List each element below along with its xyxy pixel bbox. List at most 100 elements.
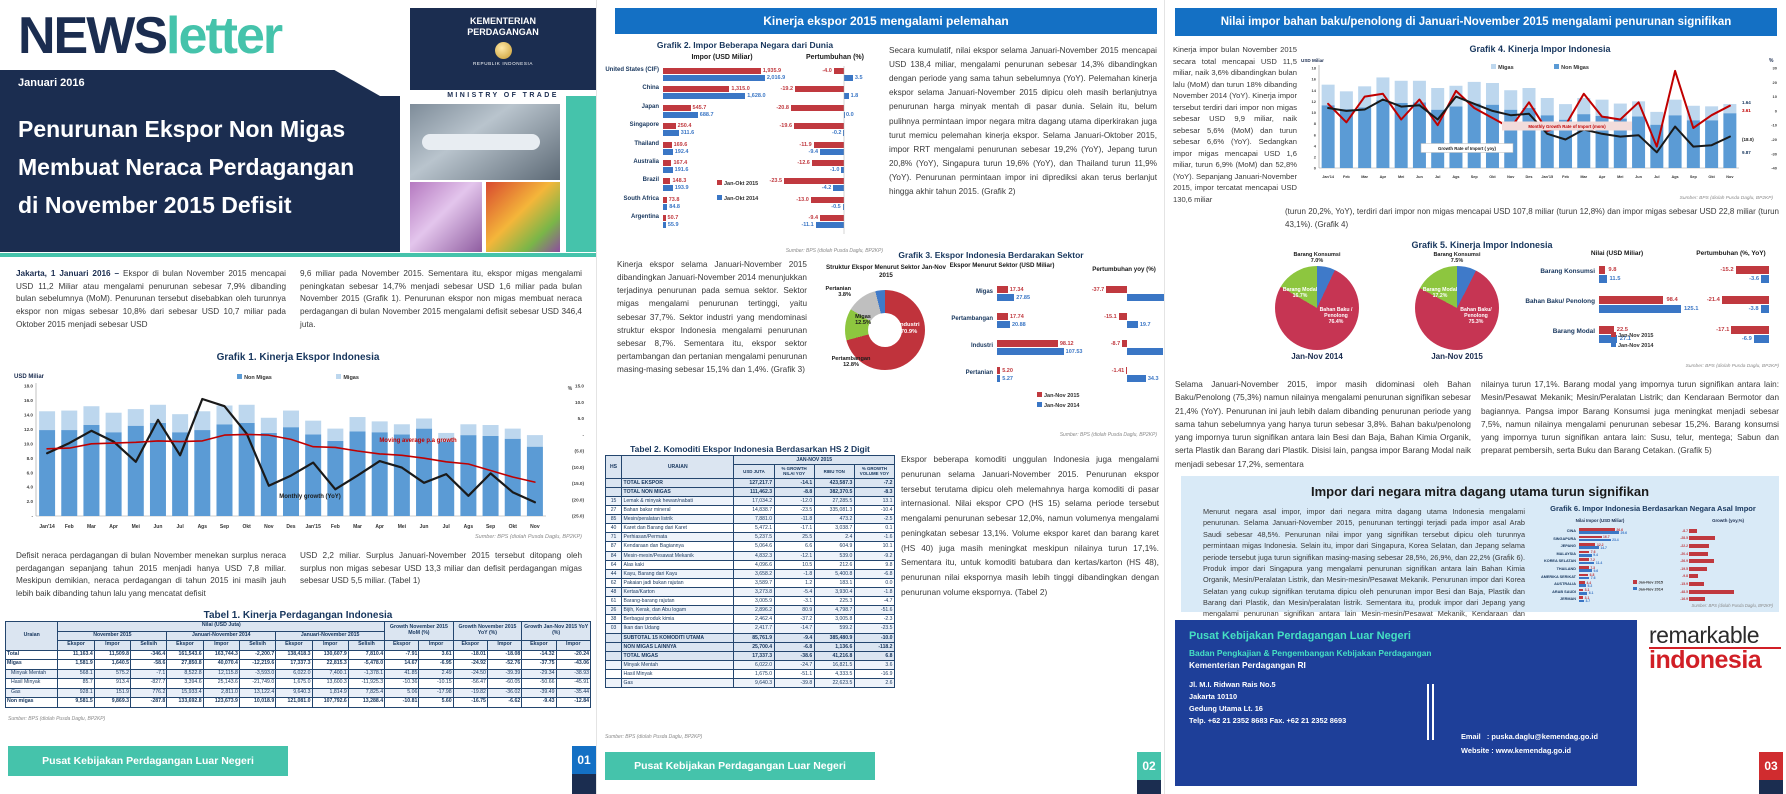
cell: -51.1 [773, 668, 815, 680]
intro-paragraph-col1: Jakarta, 1 Januari 2016 – Ekspor di bula… [16, 268, 286, 332]
footer-website-value[interactable]: : www.kemendag.go.id [1491, 746, 1572, 755]
svg-text:6: 6 [1314, 132, 1317, 137]
value-2014: 6.1 [1588, 591, 1594, 596]
table-row: 87 Kendaraan dan Bagiannya 5,064.6 6.6 604.9… [604, 541, 896, 552]
cell [604, 678, 623, 689]
value-2015: 6.8 [1589, 573, 1595, 578]
growth-value: 0.0 [846, 111, 854, 118]
bar-2014 [1579, 592, 1588, 595]
svg-text:1.64: 1.64 [1742, 100, 1751, 105]
bar-2014 [663, 167, 673, 173]
cell: 62 [604, 577, 623, 588]
cell: 2,462.4 [733, 614, 775, 625]
cell: -16.9 [853, 668, 896, 680]
legend-label-nonmigas: Non Migas [1561, 65, 1589, 71]
ministry-name-1: KEMENTERIAN [469, 16, 536, 26]
cell: 25,143.6 [202, 678, 240, 689]
svg-text:-: - [31, 514, 33, 519]
cell: -37.75 [521, 659, 557, 670]
cell: 138,418.3 [275, 649, 313, 660]
cell: 2.49 [418, 668, 454, 679]
cell: -29.34 [521, 668, 557, 679]
bar-migas [1467, 81, 1481, 104]
chart2-canvas: United States (CIF) 1,935.9 2,016.9 -4.0 3.5… [597, 66, 887, 236]
value-2015: 26.6 [1616, 527, 1624, 532]
bar-nonmigas [194, 430, 211, 516]
value-2014: 125.1 [1683, 306, 1699, 312]
cell: 27 [604, 504, 623, 516]
cell: -23.5 [773, 504, 815, 516]
legend-label-2015: Jan-Okt 2015 [724, 181, 759, 187]
bar-nonmigas [1431, 109, 1445, 168]
bar-migas [371, 421, 388, 433]
bar-nonmigas [393, 434, 410, 516]
svg-text:Jun: Jun [1416, 175, 1423, 179]
country-label: Brazil [642, 177, 659, 184]
bar-2014 [663, 93, 746, 100]
donut-label-pertambangan: Pertambangan 12.8% [831, 356, 871, 369]
cell: -35.44 [555, 687, 592, 698]
table-row: Gas 9,640.3 -39.8 22,623.5 2.6 [604, 678, 896, 689]
cell: 27,285.5 [813, 495, 855, 507]
bar-migas [172, 414, 189, 433]
svg-text:Okt: Okt [1489, 175, 1496, 179]
legend-label-2015: Jan-Nov 2015 [1044, 393, 1080, 399]
donut-hole [868, 313, 902, 347]
value-2014: 27.1 [1619, 336, 1632, 342]
row-label: Gas [4, 687, 59, 698]
legend-swatch-2015 [1037, 392, 1042, 397]
footer-email: Email : puska.daglu@kemendag.go.id [1461, 732, 1598, 741]
cell: -9.4 [773, 632, 815, 643]
svg-text:Jan'15: Jan'15 [1541, 175, 1553, 179]
footer-address-3: Gedung Utama Lt. 16 [1189, 704, 1263, 713]
svg-text:Nov: Nov [264, 524, 274, 530]
cell: 107,792.6 [311, 697, 349, 708]
bar-2014 [663, 203, 668, 210]
svg-text:5.0: 5.0 [578, 416, 585, 421]
footer-line2: Badan Pengkajian & Pengembangan Kebijaka… [1189, 648, 1432, 658]
bar-2014 [1599, 335, 1617, 343]
cell: 5,237.5 [733, 532, 775, 543]
cell: -45.91 [555, 678, 592, 689]
growth-bar [1689, 582, 1704, 586]
cell: 123,673.9 [202, 697, 240, 708]
bar-2015 [663, 123, 676, 130]
cell: -346.4 [130, 649, 168, 660]
table-row: 48 Kertas/Karton 3,273.8 -5.4 3,930.4 -1.8 [604, 586, 896, 598]
value-2014: 1,628.0 [747, 93, 766, 100]
svg-text:Jan'14: Jan'14 [39, 524, 55, 530]
chart6-growth-panel-header: Growth (yoy,%) [1712, 518, 1744, 523]
svg-text:Mei: Mei [398, 524, 407, 530]
svg-text:Nov: Nov [1507, 175, 1515, 179]
bar-migas [1723, 104, 1737, 114]
cell: 6.8 [853, 650, 896, 661]
country-label: Singapore [629, 122, 659, 129]
table2-source: Sumber: BPS (diolah Pusda Daglu, BP2KP) [605, 734, 703, 740]
growth-value: -20.8 [776, 104, 789, 111]
teal-accent-block [566, 96, 596, 252]
bar-nonmigas [1339, 109, 1353, 168]
cell: 2.4 [813, 532, 855, 543]
growth-bar-2014 [1753, 335, 1769, 343]
bar-migas [1376, 77, 1390, 101]
svg-text:Mei: Mei [1617, 175, 1623, 179]
cell: -56.47 [452, 678, 488, 689]
cell: 130,607.9 [311, 649, 349, 660]
cell: 2,417.7 [733, 623, 775, 634]
svg-text:Mei: Mei [1398, 175, 1404, 179]
bar-nonmigas [327, 440, 344, 516]
dept-badge: Pusat Kebijakan Perdagangan Luar Negeri [8, 746, 288, 776]
legend-label-2015: Jan-Nov 2015 [1638, 580, 1663, 585]
cell: Gas [621, 678, 735, 689]
cell: 5.60 [418, 697, 454, 708]
footer-email-value[interactable]: : puska.daglu@kemendag.go.id [1486, 732, 1598, 741]
bar-nonmigas [1376, 100, 1390, 168]
cell: -39.39 [486, 668, 523, 679]
table2-grid: HS URAIAN JAN-NOV 2015 USD JUTA% GROWTH NIL… [604, 454, 896, 689]
svg-text:Jun: Jun [420, 524, 429, 530]
growth-value: 1.8 [850, 93, 859, 100]
growth-2015: -37.7 [1091, 287, 1105, 293]
table-row: Non migas 9,581.5 9,869.3 -287.8 133,692.8 12… [4, 697, 592, 708]
cell: -17.1 [773, 523, 815, 534]
svg-text:%: % [568, 386, 573, 392]
